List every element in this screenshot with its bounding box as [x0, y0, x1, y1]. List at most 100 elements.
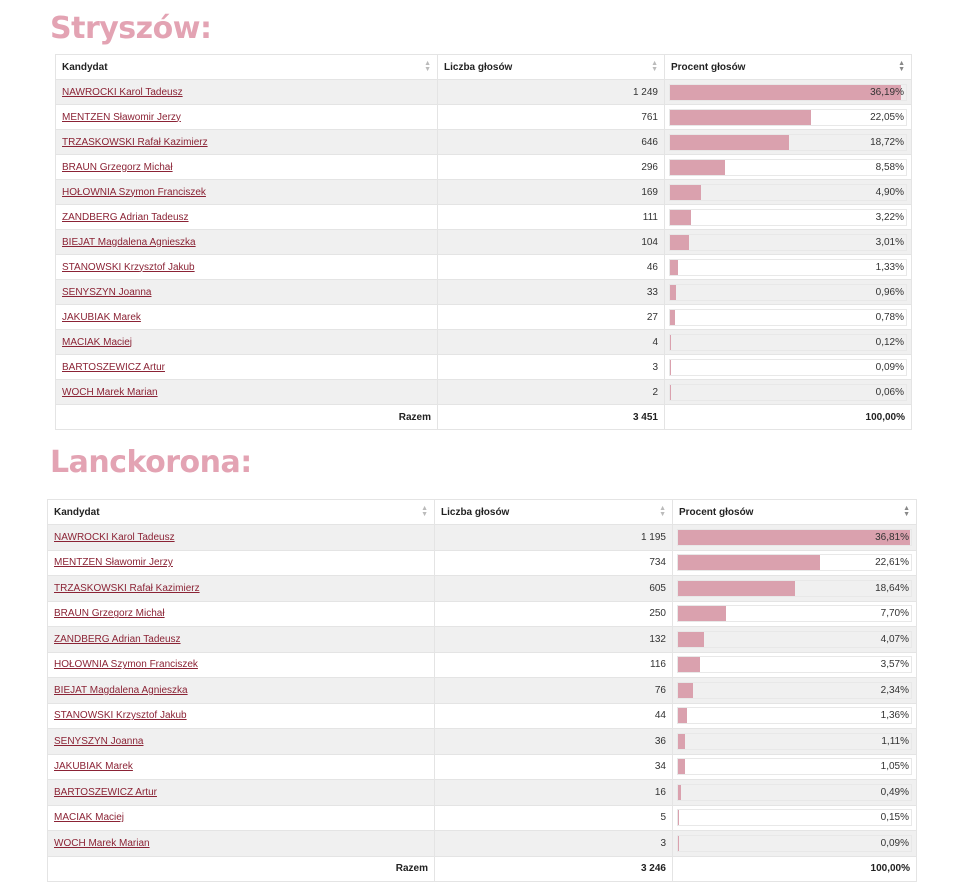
percent-cell: 3,57%	[672, 651, 917, 678]
percent-bar-fill	[678, 580, 796, 596]
candidate-cell: BRAUN Grzegorz Michał	[55, 154, 438, 180]
column-header-liczba-glosow[interactable]: Liczba głosów ▲ ▼	[434, 499, 673, 525]
votes-cell: 734	[434, 549, 673, 576]
percent-value: 0,09%	[880, 837, 909, 849]
percent-bar: 1,36%	[677, 707, 912, 725]
candidate-link[interactable]: HOŁOWNIA Szymon Franciszek	[62, 186, 206, 198]
column-header-label: Kandydat	[54, 506, 100, 518]
table-row: STANOWSKI Krzysztof Jakub 46 1,33%	[55, 254, 912, 280]
candidate-link[interactable]: BIEJAT Magdalena Agnieszka	[62, 236, 196, 248]
candidate-link[interactable]: SENYSZYN Joanna	[62, 286, 152, 298]
candidate-cell: HOŁOWNIA Szymon Franciszek	[55, 179, 438, 205]
percent-bar: 4,07%	[677, 630, 912, 648]
table-row: NAWROCKI Karol Tadeusz 1 195 36,81%	[47, 524, 917, 551]
sort-arrows-icon[interactable]: ▲ ▼	[898, 60, 905, 73]
candidate-link[interactable]: TRZASKOWSKI Rafał Kazimierz	[54, 582, 200, 594]
percent-value: 3,01%	[875, 236, 904, 248]
percent-bar-fill	[678, 682, 693, 698]
votes-cell: 46	[437, 254, 665, 280]
candidate-link[interactable]: NAWROCKI Karol Tadeusz	[54, 531, 175, 543]
sort-arrows-icon[interactable]: ▲ ▼	[659, 505, 666, 518]
percent-cell: 3,22%	[664, 204, 912, 230]
percent-bar: 22,05%	[669, 108, 907, 126]
candidate-link[interactable]: STANOWSKI Krzysztof Jakub	[62, 261, 195, 273]
sort-arrows-icon[interactable]: ▲ ▼	[424, 60, 431, 73]
candidate-link[interactable]: MENTZEN Sławomir Jerzy	[54, 557, 173, 569]
votes-cell: 296	[437, 154, 665, 180]
percent-bar: 0,09%	[677, 834, 912, 852]
table-row: BRAUN Grzegorz Michał 296 8,58%	[55, 154, 912, 180]
table-row: ZANDBERG Adrian Tadeusz 132 4,07%	[47, 626, 917, 653]
candidate-link[interactable]: ZANDBERG Adrian Tadeusz	[54, 633, 181, 645]
column-header-label: Liczba głosów	[441, 506, 510, 518]
candidate-link[interactable]: BRAUN Grzegorz Michał	[54, 608, 165, 620]
candidate-link[interactable]: WOCH Marek Marian	[62, 386, 158, 398]
percent-value: 22,61%	[875, 557, 909, 569]
total-row: Razem 3 451 100,00%	[55, 404, 912, 430]
table-row: STANOWSKI Krzysztof Jakub 44 1,36%	[47, 702, 917, 729]
candidate-link[interactable]: JAKUBIAK Marek	[62, 311, 141, 323]
percent-value: 1,11%	[881, 735, 909, 747]
table-row: BIEJAT Magdalena Agnieszka 104 3,01%	[55, 229, 912, 255]
section-title-lanckorona: Lanckorona:	[50, 445, 252, 480]
percent-bar: 7,70%	[677, 605, 912, 623]
results-table-stryszow: Kandydat ▲ ▼ Liczba głosów ▲ ▼ Procent głosów ▲…	[55, 54, 912, 430]
percent-cell: 18,72%	[664, 129, 912, 155]
candidate-cell: MENTZEN Sławomir Jerzy	[47, 549, 435, 576]
percent-value: 1,05%	[880, 761, 909, 773]
total-percent: 100,00%	[664, 404, 912, 430]
total-votes: 3 451	[437, 404, 665, 430]
candidate-link[interactable]: NAWROCKI Karol Tadeusz	[62, 86, 183, 98]
percent-cell: 1,11%	[672, 728, 917, 755]
candidate-link[interactable]: BARTOSZEWICZ Artur	[54, 786, 157, 798]
candidate-link[interactable]: MACIAK Maciej	[54, 812, 125, 824]
percent-value: 0,15%	[880, 812, 909, 824]
percent-bar-fill	[678, 529, 910, 545]
column-header-procent-glosow[interactable]: Procent głosów ▲ ▼	[672, 499, 917, 525]
column-header-kandydat[interactable]: Kandydat ▲ ▼	[55, 54, 438, 80]
total-row: Razem 3 246 100,00%	[47, 855, 917, 882]
percent-bar-fill	[678, 784, 682, 800]
table-row: BARTOSZEWICZ Artur 3 0,09%	[55, 354, 912, 380]
column-header-label: Liczba głosów	[444, 61, 513, 73]
votes-cell: 761	[437, 104, 665, 130]
percent-bar: 0,09%	[669, 358, 907, 376]
sort-arrows-icon[interactable]: ▲ ▼	[903, 505, 910, 518]
percent-value: 18,64%	[875, 582, 909, 594]
percent-bar: 1,05%	[677, 758, 912, 776]
percent-bar-fill	[670, 109, 811, 125]
percent-cell: 0,15%	[672, 804, 917, 831]
percent-bar: 3,01%	[669, 233, 907, 251]
candidate-link[interactable]: BARTOSZEWICZ Artur	[62, 361, 165, 373]
candidate-cell: NAWROCKI Karol Tadeusz	[55, 79, 438, 105]
percent-value: 36,19%	[870, 86, 904, 98]
votes-cell: 169	[437, 179, 665, 205]
percent-value: 22,05%	[870, 111, 904, 123]
candidate-link[interactable]: BIEJAT Magdalena Agnieszka	[54, 684, 188, 696]
percent-value: 4,07%	[880, 633, 909, 645]
candidate-link[interactable]: WOCH Marek Marian	[54, 837, 150, 849]
candidate-cell: TRZASKOWSKI Rafał Kazimierz	[47, 575, 435, 602]
candidate-link[interactable]: ZANDBERG Adrian Tadeusz	[62, 211, 189, 223]
percent-cell: 0,06%	[664, 379, 912, 405]
column-header-liczba-glosow[interactable]: Liczba głosów ▲ ▼	[437, 54, 665, 80]
candidate-link[interactable]: TRZASKOWSKI Rafał Kazimierz	[62, 136, 208, 148]
table-row: MACIAK Maciej 4 0,12%	[55, 329, 912, 355]
percent-value: 0,78%	[875, 311, 904, 323]
candidate-link[interactable]: MENTZEN Sławomir Jerzy	[62, 111, 181, 123]
candidate-link[interactable]: STANOWSKI Krzysztof Jakub	[54, 710, 187, 722]
candidate-link[interactable]: SENYSZYN Joanna	[54, 735, 144, 747]
candidate-link[interactable]: MACIAK Maciej	[62, 336, 133, 348]
percent-cell: 2,34%	[672, 677, 917, 704]
column-header-procent-glosow[interactable]: Procent głosów ▲ ▼	[664, 54, 912, 80]
sort-arrows-icon[interactable]: ▲ ▼	[421, 505, 428, 518]
candidate-link[interactable]: BRAUN Grzegorz Michał	[62, 161, 173, 173]
percent-bar-fill	[670, 359, 671, 375]
candidate-link[interactable]: HOŁOWNIA Szymon Franciszek	[54, 659, 198, 671]
candidate-link[interactable]: JAKUBIAK Marek	[54, 761, 133, 773]
percent-value: 1,33%	[875, 261, 904, 273]
percent-bar: 0,96%	[669, 283, 907, 301]
sort-arrows-icon[interactable]: ▲ ▼	[651, 60, 658, 73]
percent-value: 3,22%	[875, 211, 904, 223]
column-header-kandydat[interactable]: Kandydat ▲ ▼	[47, 499, 435, 525]
